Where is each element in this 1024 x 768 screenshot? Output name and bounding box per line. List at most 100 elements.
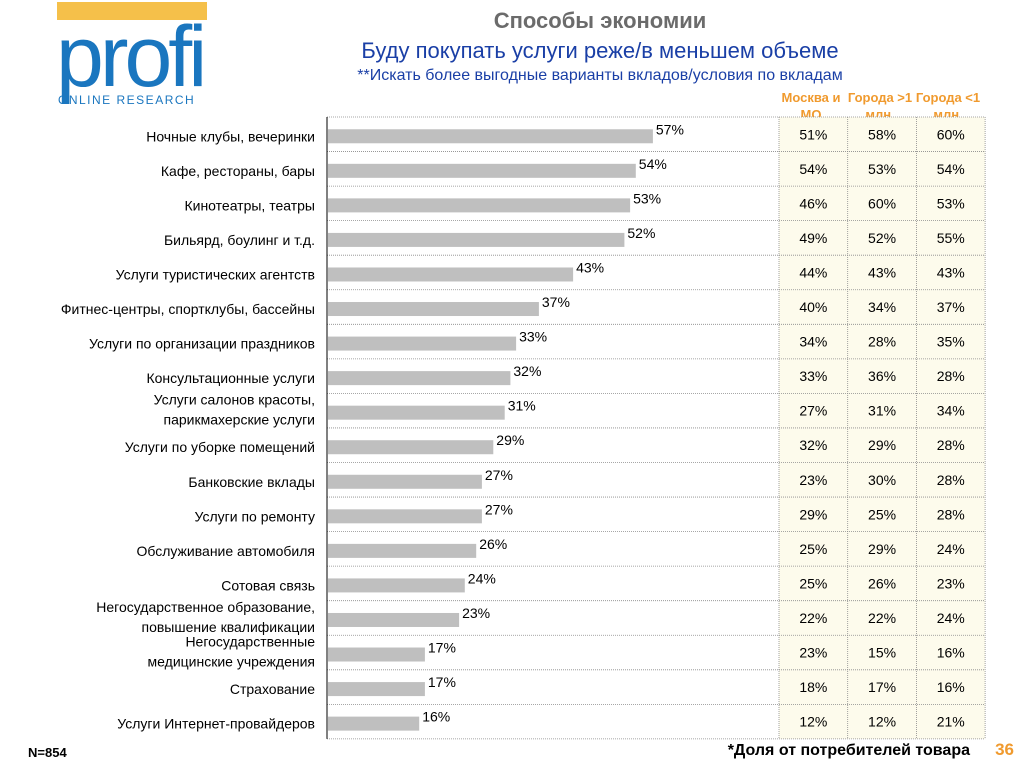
table-cell: 17%	[868, 679, 896, 695]
bar-value-label: 29%	[496, 432, 524, 448]
bar-value-label: 43%	[576, 259, 604, 275]
table-cell: 31%	[868, 403, 896, 419]
table-cell: 12%	[868, 714, 896, 730]
table-cell: 53%	[937, 195, 965, 211]
bar	[328, 336, 517, 351]
category-label: Обслуживание автомобиля	[136, 543, 315, 559]
table-cell: 22%	[868, 610, 896, 626]
category-label: Негосударственные медицинские учреждения	[148, 634, 316, 670]
table-cell: 51%	[799, 126, 827, 142]
category-label: Услуги по ремонту	[195, 508, 315, 524]
bar	[328, 302, 539, 317]
category-label: Банковские вклады	[188, 474, 315, 490]
page-number: 36	[995, 740, 1014, 759]
bar-value-label: 57%	[656, 121, 684, 137]
sample-size: N=854	[28, 745, 67, 760]
bar	[328, 405, 505, 420]
table-cell: 28%	[937, 437, 965, 453]
bar	[328, 578, 465, 593]
table-cell: 30%	[868, 472, 896, 488]
bar	[328, 440, 494, 455]
table-cell: 34%	[799, 334, 827, 350]
table-cell: 28%	[937, 506, 965, 522]
logo-accent-bar	[57, 2, 207, 20]
category-label: Бильярд, боулинг и т.д.	[164, 232, 315, 248]
table-cell: 23%	[799, 472, 827, 488]
bar-value-label: 27%	[485, 501, 513, 517]
category-label: Услуги по организации праздников	[89, 336, 315, 352]
bar	[328, 129, 653, 144]
bar-value-label: 32%	[513, 363, 541, 379]
table-cell: 53%	[868, 161, 896, 177]
table-cell: 27%	[799, 403, 827, 419]
table-cell: 34%	[868, 299, 896, 315]
table-cell: 58%	[868, 126, 896, 142]
table-cell: 23%	[799, 645, 827, 661]
table-cell: 55%	[937, 230, 965, 246]
bar	[328, 232, 625, 247]
bar-value-label: 54%	[639, 156, 667, 172]
bar	[328, 647, 425, 662]
bar	[328, 612, 460, 627]
table-cell: 28%	[937, 368, 965, 384]
table-cell: 29%	[799, 506, 827, 522]
table-cell: 15%	[868, 645, 896, 661]
table-cell: 52%	[868, 230, 896, 246]
bar-value-label: 31%	[508, 398, 536, 414]
table-cell: 18%	[799, 679, 827, 695]
table-cell: 43%	[937, 264, 965, 280]
page-note: **Искать более выгодные варианты вкладов…	[357, 67, 843, 84]
bar	[328, 716, 420, 731]
bar	[328, 198, 631, 213]
category-label: Услуги туристических агентств	[116, 266, 315, 282]
logo-wordmark: profi	[56, 9, 207, 105]
category-label: Услуги салонов красоты, парикмахерские ус…	[154, 392, 315, 428]
table-cell: 24%	[937, 541, 965, 557]
table-cell: 22%	[799, 610, 827, 626]
category-label: Фитнес-центры, спортклубы, бассейны	[61, 301, 315, 317]
table-cell: 12%	[799, 714, 827, 730]
logo-subtitle: ONLINE RESEARCH	[58, 93, 196, 107]
bar-value-label: 53%	[633, 190, 661, 206]
table-cell: 34%	[937, 403, 965, 419]
bar-value-label: 23%	[462, 605, 490, 621]
table-cell: 35%	[937, 334, 965, 350]
table-cell: 40%	[799, 299, 827, 315]
table-cell: 60%	[868, 195, 896, 211]
category-label: Ночные клубы, вечеринки	[146, 128, 315, 144]
page-subtitle: Буду покупать услуги реже/в меньшем объе…	[361, 38, 839, 63]
category-label: Консультационные услуги	[146, 370, 315, 386]
table-cell: 23%	[937, 575, 965, 591]
category-label: Страхование	[230, 681, 315, 697]
bar-value-label: 24%	[468, 570, 496, 586]
bar-value-label: 27%	[485, 467, 513, 483]
table-cell: 33%	[799, 368, 827, 384]
table-cell: 37%	[937, 299, 965, 315]
table-cell: 54%	[799, 161, 827, 177]
bar	[328, 543, 477, 558]
table-cell: 16%	[937, 679, 965, 695]
bar	[328, 267, 574, 282]
table-cell: 25%	[868, 506, 896, 522]
bar	[328, 163, 636, 178]
table-cell: 25%	[799, 575, 827, 591]
bar	[328, 509, 482, 524]
category-label: Услуги Интернет-провайдеров	[117, 716, 315, 732]
bar	[328, 371, 511, 386]
bar-value-label: 37%	[542, 294, 570, 310]
bar-value-label: 17%	[428, 674, 456, 690]
table-cell: 32%	[799, 437, 827, 453]
table-cell: 21%	[937, 714, 965, 730]
table-cell: 16%	[937, 645, 965, 661]
page-title: Способы экономии	[493, 8, 707, 33]
bar-value-label: 16%	[422, 709, 450, 725]
table-cell: 25%	[799, 541, 827, 557]
bar	[328, 682, 425, 697]
bar	[328, 474, 482, 489]
table-cell: 44%	[799, 264, 827, 280]
category-label: Кафе, рестораны, бары	[161, 163, 315, 179]
table-cell: 28%	[868, 334, 896, 350]
table-cell: 36%	[868, 368, 896, 384]
bar-value-label: 26%	[479, 536, 507, 552]
